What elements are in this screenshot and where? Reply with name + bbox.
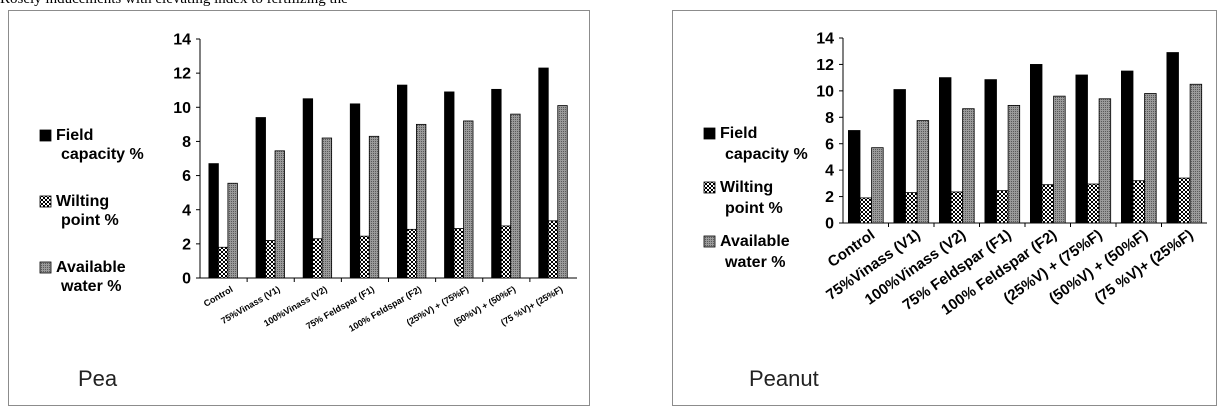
legend-label: water % <box>724 254 785 271</box>
y-tick-label: 2 <box>825 189 834 206</box>
bar-wilting-point <box>905 192 918 224</box>
bar-wilting-point <box>950 191 964 224</box>
legend-swatch <box>703 127 716 140</box>
legend-label: capacity % <box>725 146 808 163</box>
legend-label: Field <box>720 125 757 142</box>
bar-field-capacity <box>396 84 408 279</box>
bar-wilting-point <box>265 240 276 279</box>
bar-field-capacity <box>208 163 219 279</box>
bar-available-water <box>871 147 884 224</box>
bar-wilting-point <box>996 190 1009 224</box>
bar-available-water <box>321 137 333 279</box>
bar-available-water <box>227 182 238 279</box>
bar-wilting-point <box>547 220 559 279</box>
y-tick-label: 0 <box>182 271 191 288</box>
bar-wilting-point <box>1178 177 1191 224</box>
legend-label: water % <box>60 278 121 295</box>
bar-wilting-point <box>359 235 370 279</box>
legend-label: Available <box>720 233 790 250</box>
bar-field-capacity <box>847 130 861 224</box>
y-tick-label: 4 <box>182 202 191 219</box>
bar-available-water <box>557 105 568 279</box>
peanut-chart-panel: 0 2 4 6 8 10 12 14 Control 75%Vinass (V1) 100%Vina… <box>672 10 1217 406</box>
y-tick-label: 6 <box>825 136 834 153</box>
legend-swatch <box>39 129 52 142</box>
legend-label: Wilting <box>720 179 773 196</box>
bar-field-capacity <box>1120 70 1134 224</box>
bar-field-capacity <box>1075 74 1088 224</box>
y-tick-label: 10 <box>816 83 834 100</box>
bar-field-capacity <box>491 88 502 279</box>
crop-label: Peanut <box>749 366 819 391</box>
bar-available-water <box>274 150 285 279</box>
top-text-fragment: Rosely inducements with elevating index … <box>0 0 348 8</box>
bar-field-capacity <box>302 98 314 279</box>
bar-wilting-point <box>500 225 512 279</box>
bar-available-water <box>415 123 427 279</box>
y-tick-label: 12 <box>816 57 834 74</box>
legend-label: Available <box>56 259 126 276</box>
bar-available-water <box>463 120 474 279</box>
bar-wilting-point <box>312 238 323 279</box>
bar-wilting-point <box>217 246 229 279</box>
bar-available-water <box>1189 83 1203 224</box>
legend-label: capacity % <box>61 146 144 163</box>
y-tick-label: 2 <box>182 236 191 253</box>
bar-available-water <box>1007 104 1021 224</box>
y-tick-label: 4 <box>825 163 834 180</box>
y-tick-label: 8 <box>825 110 834 127</box>
legend-swatch <box>39 261 52 274</box>
pea-chart-panel: 0 2 4 6 8 10 12 14 Control 75%Vinass (V1) 100%Vina… <box>8 10 590 406</box>
bar-field-capacity <box>1166 52 1179 224</box>
bar-wilting-point <box>453 228 464 279</box>
bar-field-capacity <box>938 77 952 224</box>
bar-wilting-point <box>1087 183 1100 224</box>
x-tick-label: Control <box>202 284 235 309</box>
bar-field-capacity <box>444 91 455 279</box>
legend-swatch <box>703 181 716 194</box>
legend-label: Field <box>56 127 93 144</box>
bar-available-water <box>962 108 975 224</box>
bar-field-capacity <box>538 67 549 279</box>
bar-wilting-point <box>1041 184 1055 224</box>
crop-label: Pea <box>78 366 118 391</box>
legend-label: Wilting <box>56 193 109 210</box>
bar-wilting-point <box>1132 180 1146 224</box>
bar-available-water <box>510 113 521 279</box>
y-tick-label: 10 <box>173 100 191 117</box>
bar-available-water <box>1144 93 1157 224</box>
y-tick-label: 12 <box>173 66 191 83</box>
bar-field-capacity <box>1029 64 1043 224</box>
bar-available-water <box>368 135 380 279</box>
y-tick-label: 6 <box>182 168 191 185</box>
bar-available-water <box>916 120 930 224</box>
y-tick-label: 14 <box>816 31 834 48</box>
y-tick-label: 8 <box>182 134 191 151</box>
legend-swatch <box>703 235 716 248</box>
bar-field-capacity <box>255 117 266 279</box>
bar-field-capacity <box>984 79 997 224</box>
y-tick-label: 0 <box>825 216 834 233</box>
bar-available-water <box>1053 95 1066 224</box>
bar-available-water <box>1098 98 1112 224</box>
bar-wilting-point <box>859 197 873 224</box>
bar-field-capacity <box>349 103 361 279</box>
bar-field-capacity <box>893 89 906 224</box>
y-tick-label: 14 <box>173 32 191 49</box>
bar-wilting-point <box>406 228 417 279</box>
legend-label: point % <box>61 212 119 229</box>
legend-swatch <box>39 195 52 208</box>
legend-label: point % <box>725 200 783 217</box>
